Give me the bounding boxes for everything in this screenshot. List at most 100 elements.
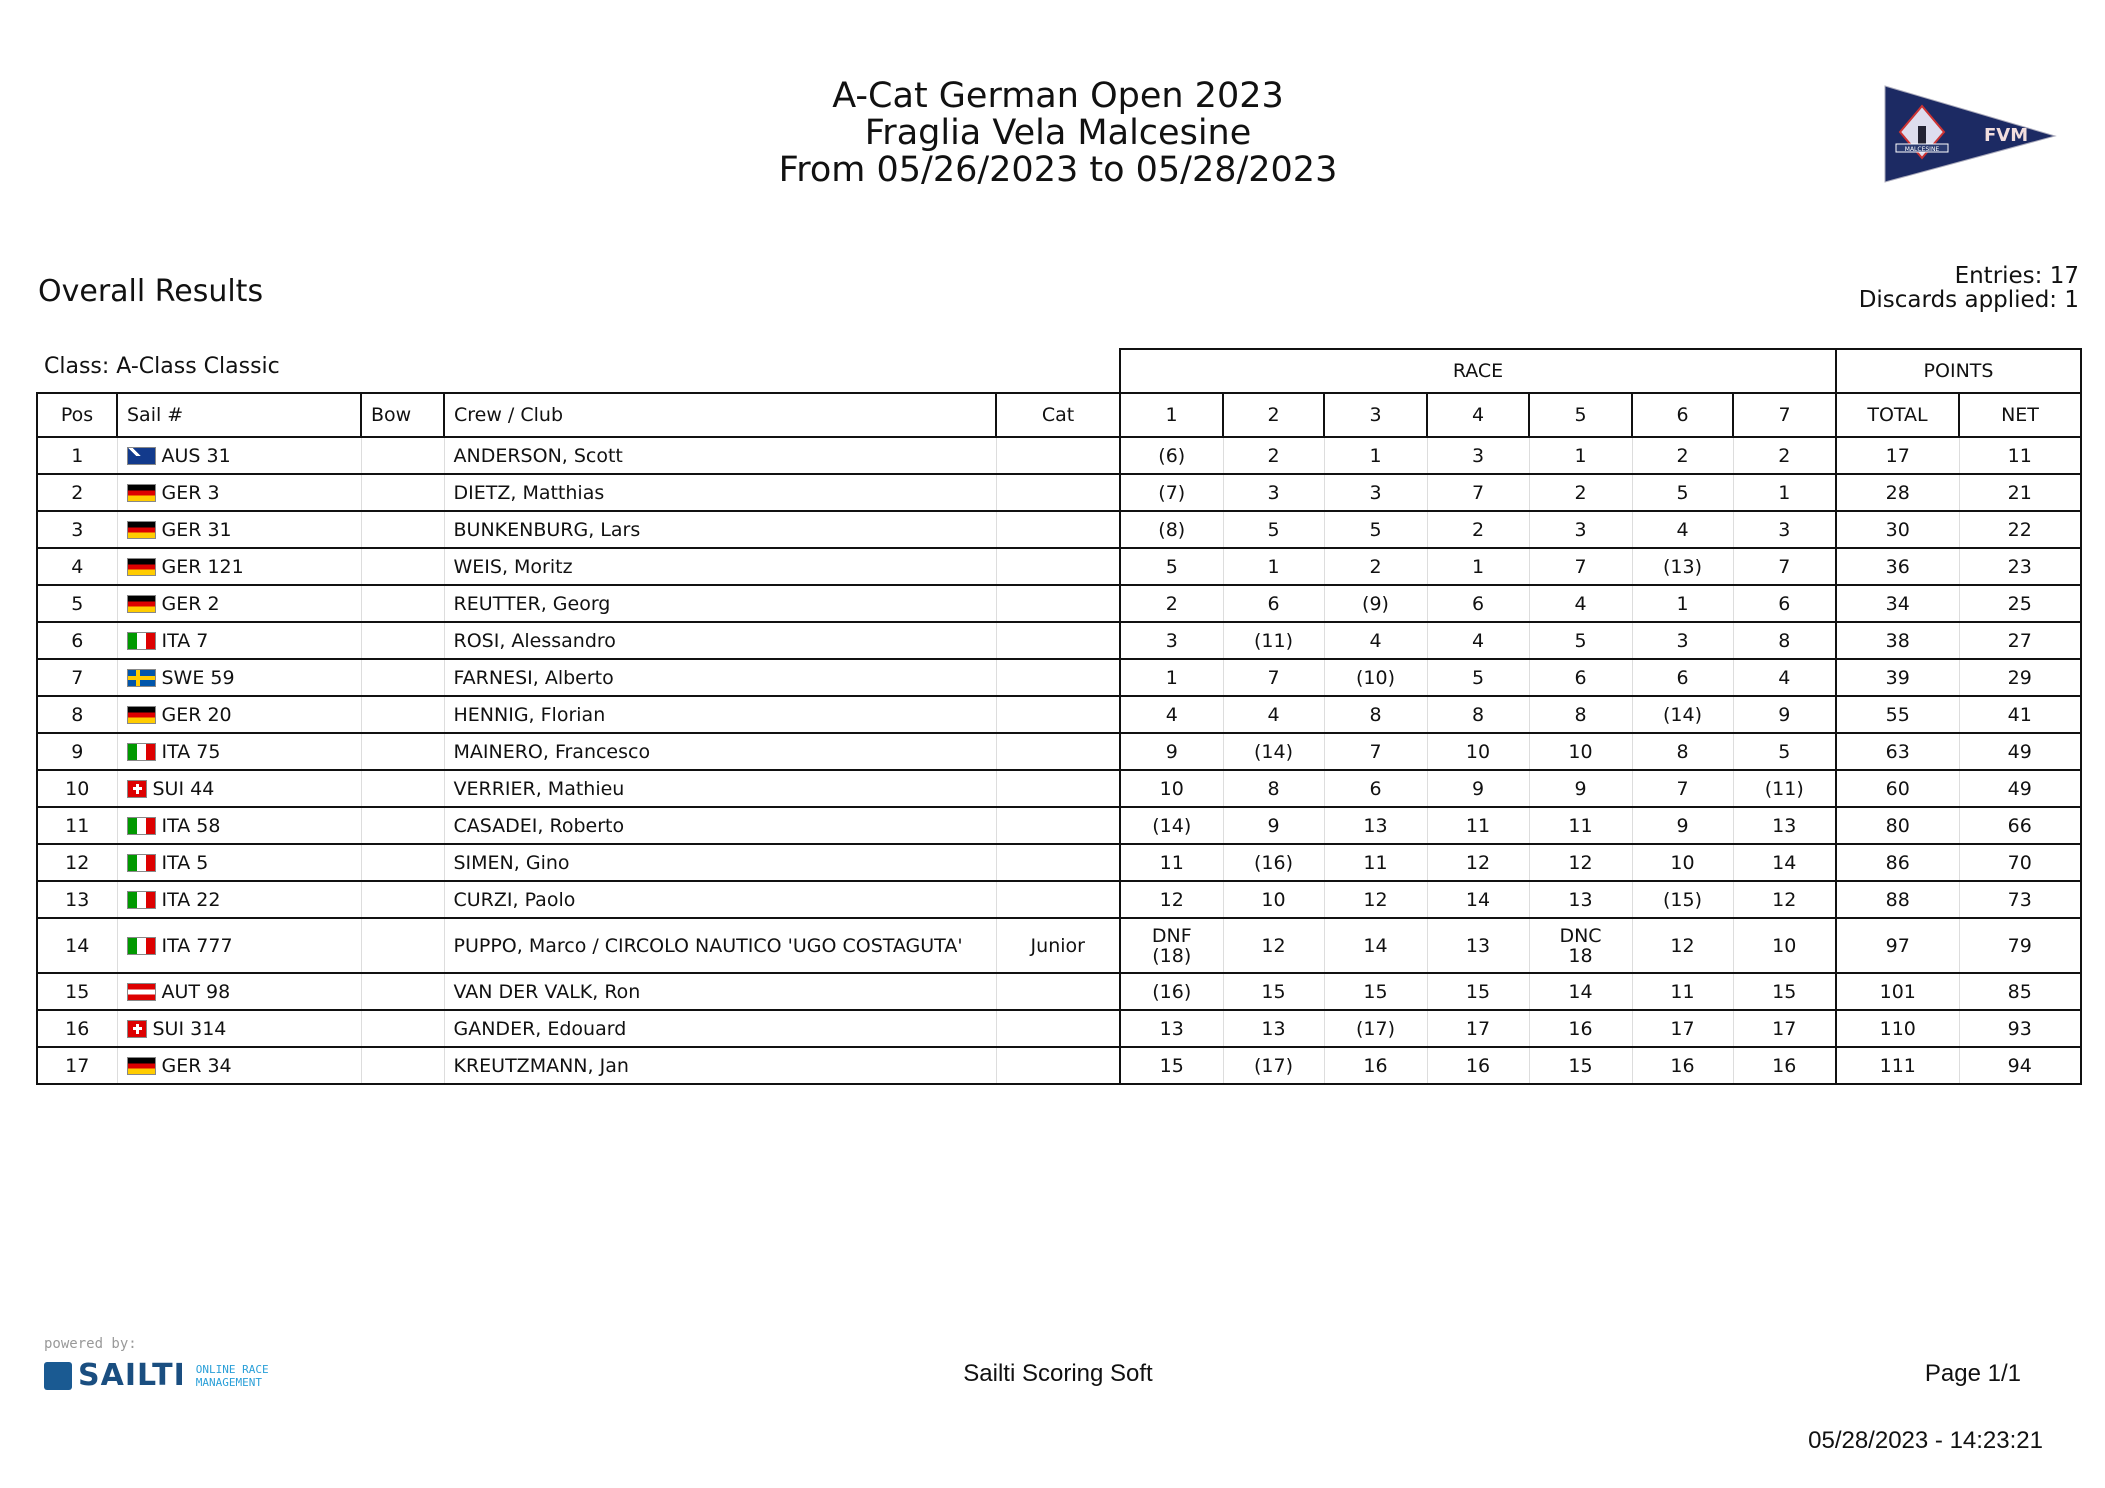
table-row: 2 GER 3 DIETZ, Matthias (7) 3 3 7 2 5 1 28 21 (36, 473, 2082, 512)
position-cell: 6 (36, 621, 118, 660)
sail-number: AUT 98 (161, 980, 231, 1003)
sail-number: ITA 5 (161, 851, 209, 874)
sail-number-cell: ITA 5 (116, 843, 362, 882)
race-4-score: 11 (1426, 806, 1530, 845)
results-table: RACE POINTS Pos Sail # Bow Crew / Club Cat 1 2… (36, 348, 2082, 1085)
race-4-score: 10 (1426, 732, 1530, 771)
flag-aus-icon (126, 446, 156, 465)
flag-ita-icon (126, 631, 156, 650)
column-header-crew: Crew / Club (443, 392, 997, 438)
sail-number-cell: SUI 44 (116, 769, 362, 808)
event-name: A-Cat German Open 2023 (832, 76, 1284, 116)
position-cell: 10 (36, 769, 118, 808)
column-header-race-6: 6 (1631, 392, 1734, 438)
svg-text:MALCESINE: MALCESINE (1905, 146, 1940, 153)
table-row: 11 ITA 58 CASADEI, Roberto (14) 9 13 11 11 9 13 80… (36, 806, 2082, 845)
points-group-header: POINTS (1835, 348, 2082, 394)
race-1-score: DNF (18) (1119, 917, 1224, 974)
race-4-score: 14 (1426, 880, 1530, 919)
race-7-score: 7 (1732, 547, 1837, 586)
race-5-score: 3 (1528, 510, 1633, 549)
race-3-score: 15 (1323, 972, 1428, 1011)
race-1-score: 13 (1119, 1009, 1224, 1048)
race-1-score: 15 (1119, 1046, 1224, 1085)
race-3-score: (17) (1323, 1009, 1428, 1048)
race-4-score: 6 (1426, 584, 1530, 623)
sail-number-cell: GER 3 (116, 473, 362, 512)
race-3-score: 8 (1323, 695, 1428, 734)
net-points-cell: 41 (1958, 695, 2082, 734)
table-row: 6 ITA 7 ROSI, Alessandro 3 (11) 4 4 5 3 8 38 27 (36, 621, 2082, 660)
table-row: 3 GER 31 BUNKENBURG, Lars (8) 5 5 2 3 4 3 30 22 (36, 510, 2082, 549)
table-row: 16 SUI 314 GANDER, Edouard 13 13 (17) 17 16 17 17… (36, 1009, 2082, 1048)
column-header-race-3: 3 (1323, 392, 1428, 438)
sail-number-cell: ITA 7 (116, 621, 362, 660)
race-2-score: 3 (1222, 473, 1325, 512)
race-5-score: 1 (1528, 436, 1633, 475)
header-spacer (37, 349, 1121, 394)
category-cell (995, 621, 1121, 660)
crew-club-cell: CURZI, Paolo (443, 880, 997, 919)
race-3-score: 11 (1323, 843, 1428, 882)
sail-number: ITA 75 (161, 740, 221, 763)
sail-number-cell: AUT 98 (116, 972, 362, 1011)
total-points-cell: 17 (1835, 436, 1960, 475)
column-header-race-5: 5 (1528, 392, 1633, 438)
sail-number: ITA 777 (161, 934, 233, 957)
race-6-score: 10 (1631, 843, 1734, 882)
total-points-cell: 39 (1835, 658, 1960, 697)
total-points-cell: 34 (1835, 584, 1960, 623)
flag-ger-icon (126, 1056, 156, 1075)
table-row: 14 ITA 777 PUPPO, Marco / CIRCOLO NAUTICO … (36, 917, 2082, 974)
race-1-score: 2 (1119, 584, 1224, 623)
total-points-cell: 101 (1835, 972, 1960, 1011)
race-2-score: 2 (1222, 436, 1325, 475)
race-3-score: (10) (1323, 658, 1428, 697)
race-6-score: 8 (1631, 732, 1734, 771)
race-7-score: 2 (1732, 436, 1837, 475)
race-2-score: 13 (1222, 1009, 1325, 1048)
race-5-score: 7 (1528, 547, 1633, 586)
race-5-score: 10 (1528, 732, 1633, 771)
race-7-score: (11) (1732, 769, 1837, 808)
bow-cell (360, 806, 445, 845)
column-header-sail: Sail # (116, 392, 362, 438)
discards-applied: Discards applied: 1 (1858, 287, 2079, 313)
position-cell: 4 (36, 547, 118, 586)
race-1-score: (16) (1119, 972, 1224, 1011)
sail-number-cell: ITA 777 (116, 917, 362, 974)
race-1-score: 10 (1119, 769, 1224, 808)
sailti-tagline-line: ONLINE RACE (195, 1362, 269, 1376)
race-2-score: 9 (1222, 806, 1325, 845)
crew-club-cell: WEIS, Moritz (443, 547, 997, 586)
sail-number: GER 121 (161, 555, 244, 578)
race-7-score: 5 (1732, 732, 1837, 771)
race-6-score: 3 (1631, 621, 1734, 660)
race-3-score: 4 (1323, 621, 1428, 660)
crew-club-cell: CASADEI, Roberto (443, 806, 997, 845)
position-cell: 8 (36, 695, 118, 734)
crew-club-cell: DIETZ, Matthias (443, 473, 997, 512)
bow-cell (360, 436, 445, 475)
table-row: 15 AUT 98 VAN DER VALK, Ron (16) 15 15 15 14 11 1… (36, 972, 2082, 1011)
position-cell: 2 (36, 473, 118, 512)
flag-aut-icon (126, 982, 156, 1001)
table-row: 9 ITA 75 MAINERO, Francesco 9 (14) 7 10 10 8 5 63 4… (36, 732, 2082, 771)
race-4-score: 12 (1426, 843, 1530, 882)
bow-cell (360, 732, 445, 771)
bow-cell (360, 1046, 445, 1085)
position-cell: 13 (36, 880, 118, 919)
event-dates: From 05/26/2023 to 05/28/2023 (778, 150, 1338, 190)
table-row: 13 ITA 22 CURZI, Paolo 12 10 12 14 13 (15) 12 88 73 (36, 880, 2082, 919)
total-points-cell: 63 (1835, 732, 1960, 771)
net-points-cell: 22 (1958, 510, 2082, 549)
sail-number: GER 31 (161, 518, 232, 541)
crew-club-cell: PUPPO, Marco / CIRCOLO NAUTICO 'UGO COST… (443, 917, 997, 974)
race-1-score: (7) (1119, 473, 1224, 512)
crew-club-cell: VAN DER VALK, Ron (443, 972, 997, 1011)
sail-number: ITA 22 (161, 888, 221, 911)
race-1-score: (6) (1119, 436, 1224, 475)
print-timestamp: 05/28/2023 - 14:23:21 (1808, 1427, 2043, 1454)
table-row: 12 ITA 5 SIMEN, Gino 11 (16) 11 12 12 10 14 86 70 (36, 843, 2082, 882)
net-points-cell: 70 (1958, 843, 2082, 882)
